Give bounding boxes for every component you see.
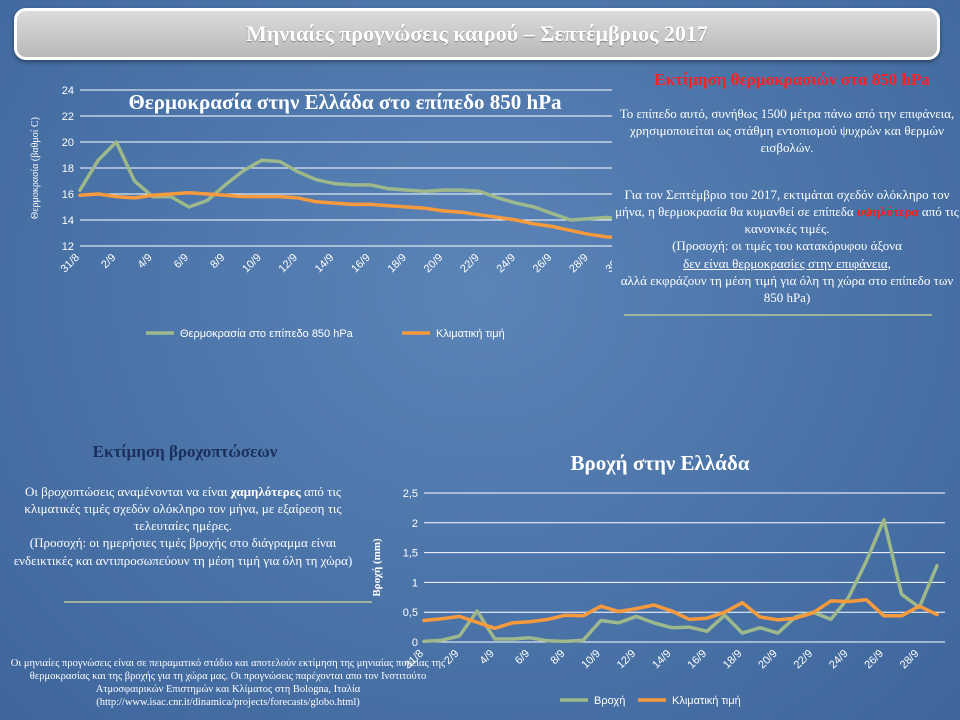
- rain-xtick-label: 16/9: [686, 648, 710, 672]
- temp-xtick-label: 22/9: [458, 252, 482, 276]
- temperature-chart: 12 14 16 18 20 22 24 Θερμοκρασία (βαθμοί C) 31/8…: [30, 85, 612, 340]
- rain-ytick-label: 0,5: [403, 607, 418, 619]
- banner-title: Μηνιαίες προγνώσεις καιρού – Σεπτέμβριος…: [246, 21, 708, 46]
- temp-xtick-label: 16/9: [349, 252, 373, 276]
- temp-ytick-label: 12: [62, 241, 74, 253]
- temp-xtick-label: 10/9: [240, 252, 264, 276]
- rain-xtick-label: 10/9: [579, 648, 603, 672]
- temp-xtick-label: 18/9: [385, 252, 409, 276]
- rain-xtick-label: 18/9: [721, 648, 745, 672]
- rain-divider: [64, 601, 372, 603]
- rain-ytick-label: 2,5: [403, 488, 418, 500]
- rain-text-a: Οι βροχοπτώσεις αναμένονται να είναι: [24, 484, 228, 499]
- temperature-heading: Εκτίμηση θερμοκρασιών στα 850 hPa: [654, 70, 930, 89]
- rain-series-line-climate: [422, 597, 939, 631]
- rain-xtick-label: 28/9: [898, 648, 922, 672]
- temp-xtick-label: 26/9: [531, 252, 555, 276]
- rain-xtick-label: 22/9: [792, 648, 816, 672]
- rain-xtick-label: 4/9: [478, 648, 497, 667]
- temp-xtick-label: 24/9: [494, 252, 518, 276]
- rain-text-c: (Προσοχή: οι ημερήσιες τιμές βροχής στο …: [13, 535, 353, 568]
- rain-xtick-label: 14/9: [650, 648, 674, 672]
- temp-ytick-label: 18: [62, 163, 74, 175]
- rain-legend-label: Κλιματική τιμή: [672, 695, 741, 707]
- rain-legend-label: Βροχή: [594, 695, 625, 707]
- temp-ytick-label: 16: [62, 189, 74, 201]
- rain-xtick-label: 6/9: [513, 648, 532, 667]
- rain-forecast-text: Οι βροχοπτώσεις αναμένονται να είναι χαμ…: [10, 483, 356, 569]
- temp-legend-label: Κλιματική τιμή: [436, 328, 505, 340]
- temperature-divider: [624, 314, 932, 316]
- footnote: Οι μηνιαίες προγνώσεις είναι σε πειραματ…: [10, 658, 446, 709]
- rain-ytick-label: 0: [412, 637, 418, 649]
- rain-chart-title: Βροχή στην Ελλάδα: [570, 451, 750, 475]
- temp-y-axis-label: Θερμοκρασία (βαθμοί C): [30, 117, 41, 219]
- temp-xtick-label: 8/9: [208, 252, 227, 271]
- temperature-text-b: από τις κανονικές τιμές.: [744, 204, 959, 237]
- temp-xtick-label: 12/9: [276, 252, 300, 276]
- rain-y-axis-label: Βροχή (mm): [371, 538, 383, 597]
- temperature-text-underline: δεν είναι θερμοκρασίες στην επιφάνεια,: [683, 255, 891, 271]
- rain-ytick-label: 1: [412, 577, 418, 589]
- temperature-forecast-text: Για τον Σεπτέμβριο του 2017, εκτιμάται σ…: [612, 186, 960, 306]
- temp-series-line-forecast: [78, 140, 612, 222]
- rain-ytick-label: 1,5: [403, 548, 418, 560]
- temp-xtick-label: 28/9: [567, 252, 591, 276]
- temp-xtick-label: 31/8: [58, 252, 82, 276]
- temp-series-line-climate: [78, 190, 612, 240]
- temperature-intro-text: Το επίπεδο αυτό, συνήθως 1500 μέτρα πάνω…: [619, 106, 955, 155]
- temperature-text-c: (Προσοχή: οι τιμές του κατακόρυφου άξονα: [672, 238, 902, 254]
- rain-ytick-label: 2: [412, 518, 418, 530]
- temperature-chart-title: Θερμοκρασία στην Ελλάδα στο επίπεδο 850 …: [128, 90, 562, 114]
- temp-xtick-label: 30/9: [603, 252, 612, 276]
- rain-xtick-label: 24/9: [827, 648, 851, 672]
- temp-ytick-label: 24: [62, 85, 74, 97]
- rain-series-line-forecast: [422, 518, 939, 644]
- temp-xtick-label: 6/9: [172, 252, 191, 271]
- temp-xtick-label: 20/9: [422, 252, 446, 276]
- rain-xtick-label: 8/9: [548, 648, 567, 667]
- temperature-text-a: Για τον Σεπτέμβριο του 2017, εκτιμάται σ…: [615, 187, 950, 220]
- rain-text-highlight: χαμηλότερες: [230, 484, 301, 499]
- temperature-text-highlight: υψηλότερα: [856, 204, 919, 220]
- temp-xtick-label: 4/9: [135, 252, 154, 271]
- rain-xtick-label: 12/9: [615, 648, 639, 672]
- temp-legend-label: Θερμοκρασία στο επίπεδο 850 hPa: [180, 328, 354, 340]
- rain-xtick-label: 20/9: [756, 648, 780, 672]
- temp-ytick-label: 14: [62, 215, 74, 227]
- temp-xtick-label: 2/9: [99, 252, 118, 271]
- rain-text-b: από τις κλιματικές τιμές σχεδόν ολόκληρο…: [24, 484, 342, 534]
- temp-ytick-label: 22: [62, 111, 74, 123]
- title-banner: Μηνιαίες προγνώσεις καιρού – Σεπτέμβριος…: [14, 8, 940, 60]
- temp-xtick-label: 14/9: [313, 252, 337, 276]
- rain-heading: Εκτίμηση βροχοπτώσεων: [92, 442, 278, 461]
- temperature-text-d: αλλά εκφράζουν τη μέση τιμή για όλη τη χ…: [620, 272, 954, 305]
- temp-ytick-label: 20: [62, 137, 74, 149]
- rain-xtick-label: 26/9: [862, 648, 886, 672]
